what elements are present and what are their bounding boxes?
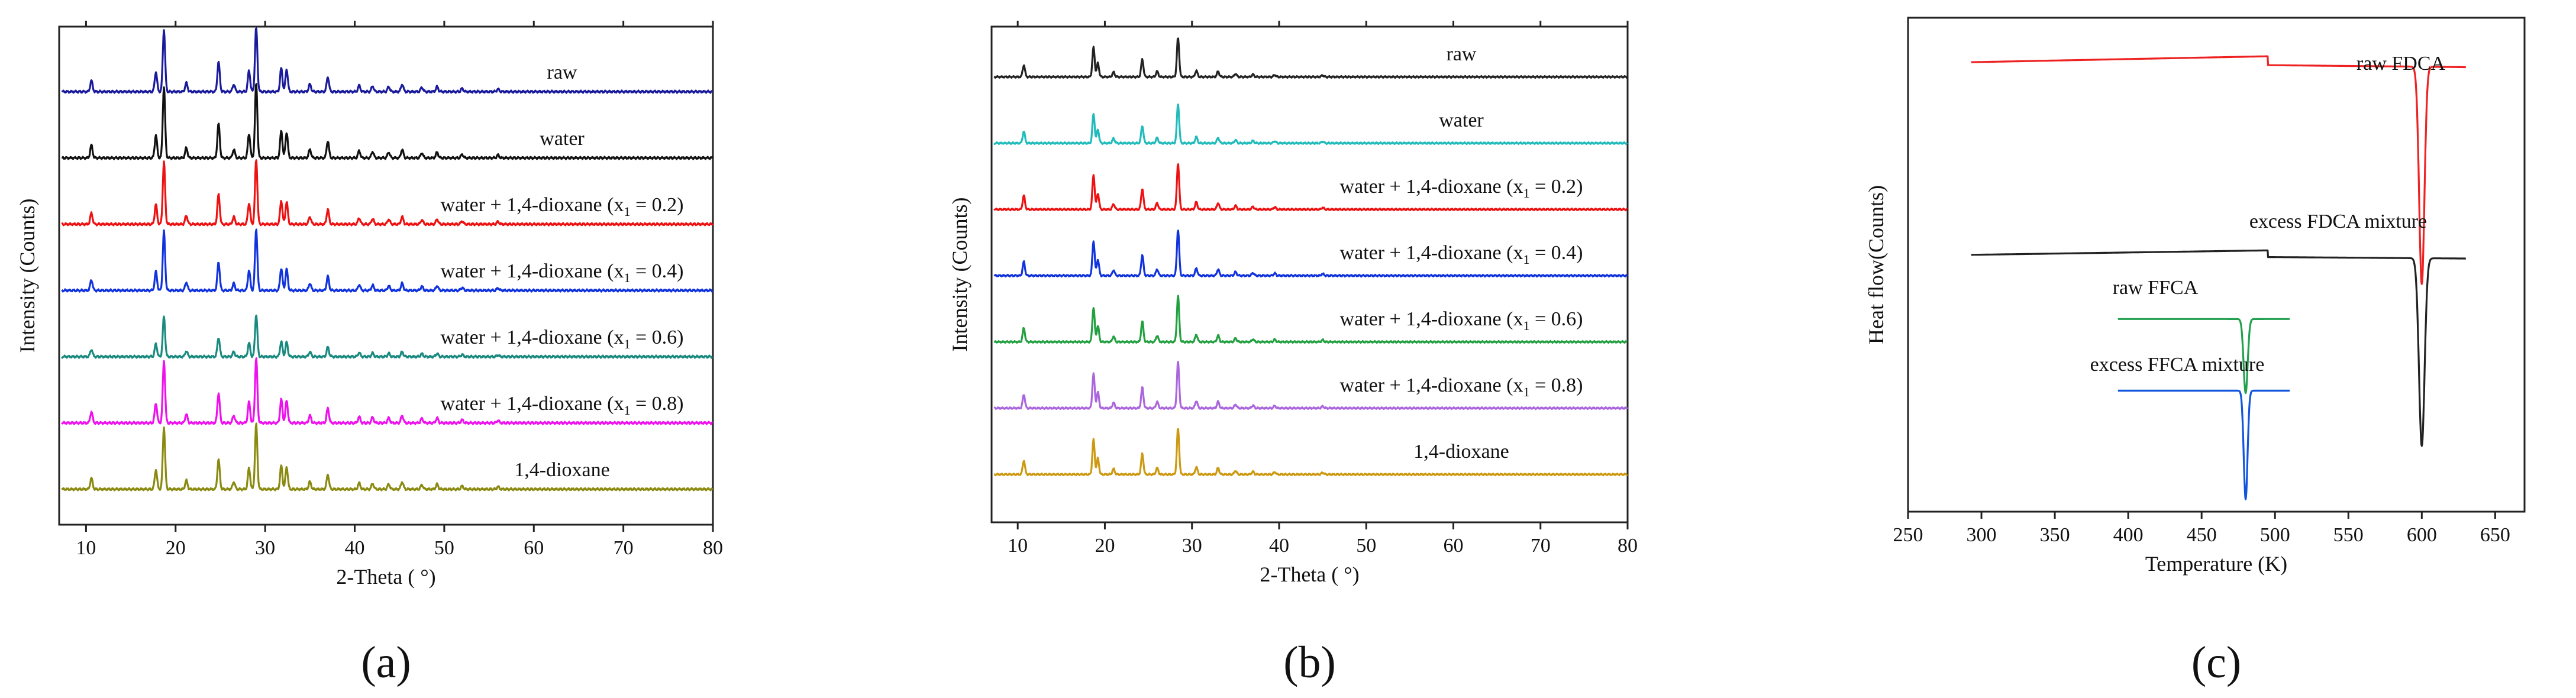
series-label-3: water + 1,4-dioxane (x1 = 0.2): [1340, 176, 1583, 201]
panel-label: (b): [1283, 638, 1336, 687]
dsc-label-1: raw FDCA: [2357, 53, 2446, 75]
x-tick-label: 70: [1531, 535, 1551, 557]
dsc-label-4: excess FFCA mixture: [2090, 354, 2265, 376]
x-tick-label: 80: [703, 537, 723, 559]
series-trace-6: [993, 361, 1628, 411]
panel-label: (c): [2191, 638, 2241, 687]
x-tick-label: 10: [1008, 535, 1028, 557]
x-tick-label: 60: [1443, 535, 1463, 557]
series-label-6: water + 1,4-dioxane (x1 = 0.8): [441, 393, 684, 418]
series-trace-3: [993, 163, 1628, 212]
chart-a-svg: 10 20 30 40 50 60 70 80 2-Theta ( °) Intensity (C…: [15, 21, 723, 687]
x-tick-label: 450: [2187, 524, 2217, 546]
series-label-3: water + 1,4-dioxane (x1 = 0.2): [441, 194, 684, 219]
x-tick-label: 30: [1182, 535, 1202, 557]
x-tick-label: 40: [345, 537, 365, 559]
x-tick-label: 500: [2260, 524, 2290, 546]
x-axis-label: Temperature (K): [2145, 552, 2287, 576]
x-tick-label: 20: [1095, 535, 1115, 557]
series-label-6: water + 1,4-dioxane (x1 = 0.8): [1340, 374, 1583, 399]
series-label-2: water: [1439, 109, 1484, 131]
series-trace-1: [993, 37, 1628, 79]
x-tick-label: 60: [524, 537, 544, 559]
x-tick-label: 400: [2113, 524, 2144, 546]
x-tick-label: 250: [1893, 524, 1923, 546]
series-label-5: water + 1,4-dioxane (x1 = 0.6): [441, 327, 684, 351]
axes-b: 10 20 30 40 50 60 70 80 2-Theta ( °) Intensity (C…: [948, 21, 1638, 586]
series-label-7: 1,4-dioxane: [1413, 441, 1509, 463]
series-trace-7: [61, 422, 714, 492]
y-axis-label: Intensity (Counts): [15, 199, 39, 353]
plot-frame: [990, 25, 1629, 524]
axes-a: 10 20 30 40 50 60 70 80 2-Theta ( °) Intensity (C…: [15, 21, 723, 589]
y-axis-label: Heat flow(Counts): [1864, 185, 1888, 344]
dsc-trace-4: [2117, 389, 2291, 500]
x-tick-label: 40: [1269, 535, 1289, 557]
series-label-1: raw: [547, 62, 577, 83]
series-trace-3: [61, 159, 714, 227]
series-trace-6: [61, 357, 714, 425]
axes-c: 250 300 350 400 450 500 550 600 650 Temperature (…: [1864, 17, 2526, 576]
dsc-trace-2: [1970, 249, 2467, 447]
x-tick-label: 50: [1356, 535, 1376, 557]
x-tick-label: 550: [2333, 524, 2364, 546]
x-tick-label: 50: [434, 537, 454, 559]
series-trace-1: [61, 27, 714, 94]
x-tick-label: 650: [2480, 524, 2510, 546]
series-trace-4: [61, 228, 714, 293]
x-tick-label: 300: [1967, 524, 1997, 546]
dsc-label-3: raw FFCA: [2113, 277, 2199, 299]
x-tick-label: 30: [255, 537, 275, 559]
series-label-7: 1,4-dioxane: [514, 459, 609, 481]
dsc-trace-1: [1970, 55, 2467, 285]
x-axis-label: 2-Theta ( °): [336, 565, 435, 589]
x-tick-label: 70: [614, 537, 634, 559]
panel-c: 250 300 350 400 450 500 550 600 650 Temperature (…: [1716, 0, 2576, 698]
x-tick-label: 10: [76, 537, 96, 559]
series-trace-5: [993, 295, 1628, 344]
series-trace-4: [993, 230, 1628, 278]
panel-label: (a): [361, 638, 411, 687]
x-tick-label: 600: [2407, 524, 2437, 546]
x-tick-label: 350: [2040, 524, 2070, 546]
y-axis-label: Intensity (Counts): [948, 198, 971, 352]
series-trace-2: [993, 104, 1628, 146]
chart-c-svg: 250 300 350 400 450 500 550 600 650 Temperature (…: [1864, 17, 2526, 687]
chart-b-svg: 10 20 30 40 50 60 70 80 2-Theta ( °) Intensity (C…: [948, 21, 1638, 687]
series-trace-5: [61, 314, 714, 359]
panel-b: 10 20 30 40 50 60 70 80 2-Theta ( °) Intensity (C…: [858, 0, 1716, 698]
series-label-4: water + 1,4-dioxane (x1 = 0.4): [1340, 242, 1583, 267]
dsc-label-2: excess FDCA mixture: [2249, 211, 2427, 232]
x-tick-label: 80: [1618, 535, 1638, 557]
plot-frame: [1907, 17, 2526, 513]
series-label-2: water: [540, 128, 585, 150]
x-axis-label: 2-Theta ( °): [1260, 563, 1359, 586]
dsc-trace-3: [2117, 318, 2291, 395]
series-label-5: water + 1,4-dioxane (x1 = 0.6): [1340, 308, 1583, 333]
series-label-1: raw: [1447, 43, 1477, 65]
series-trace-2: [61, 83, 714, 160]
series-trace-7: [993, 428, 1628, 477]
plot-frame: [58, 25, 714, 526]
x-tick-label: 20: [166, 537, 186, 559]
panel-a: 10 20 30 40 50 60 70 80 2-Theta ( °) Intensity (C…: [0, 0, 858, 698]
series-label-4: water + 1,4-dioxane (x1 = 0.4): [441, 260, 684, 285]
